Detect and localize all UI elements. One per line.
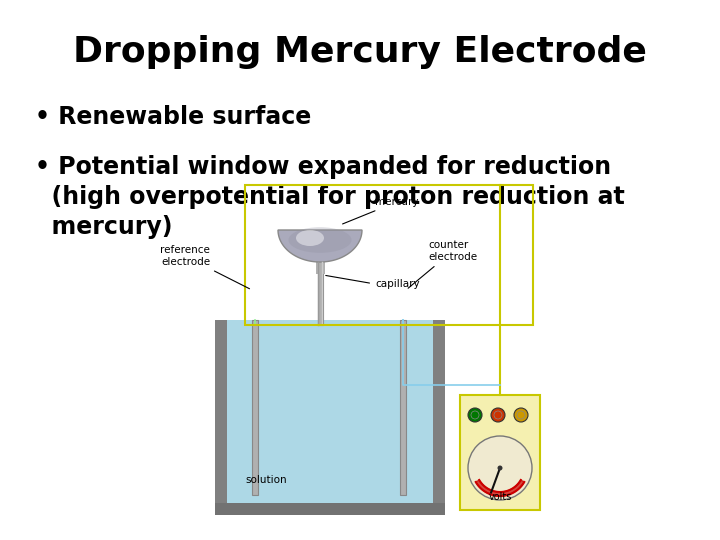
Text: mercury: mercury [343,197,418,224]
Text: • Potential window expanded for reduction: • Potential window expanded for reductio… [35,155,611,179]
Bar [215,503,445,515]
Ellipse shape [296,230,324,246]
Bar [460,395,540,510]
Circle shape [491,408,505,422]
Text: counter
electrode: counter electrode [408,240,477,288]
Text: (high overpotential for proton reduction at: (high overpotential for proton reduction… [35,185,625,209]
Bar [215,320,227,515]
Circle shape [468,436,532,500]
Bar [316,257,325,274]
Circle shape [514,408,528,422]
Polygon shape [476,480,524,496]
Text: mercury): mercury) [35,215,173,239]
Bar [252,320,258,495]
Text: volts: volts [488,492,512,502]
Bar [215,503,445,515]
Bar [433,320,445,515]
Text: capillary: capillary [325,275,420,289]
Bar [245,185,533,325]
Text: solution: solution [245,475,287,485]
Circle shape [468,408,482,422]
Ellipse shape [289,227,351,253]
Bar [227,320,433,503]
Circle shape [498,465,503,470]
Text: reference
electrode: reference electrode [160,245,250,289]
Text: • Renewable surface: • Renewable surface [35,105,311,129]
Bar [318,262,323,325]
Polygon shape [278,230,362,262]
Text: Dropping Mercury Electrode: Dropping Mercury Electrode [73,35,647,69]
Bar [400,320,406,495]
